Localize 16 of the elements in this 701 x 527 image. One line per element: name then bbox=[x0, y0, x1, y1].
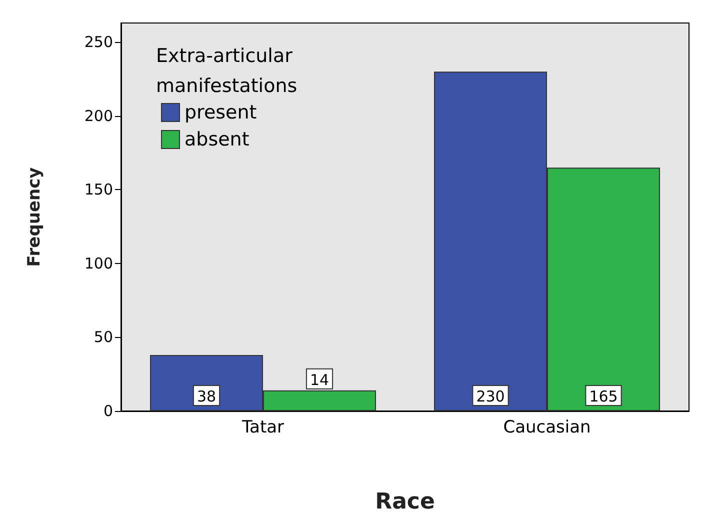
x-tick-label: Tatar bbox=[240, 418, 284, 438]
x-tick-label: Caucasian bbox=[503, 418, 591, 438]
y-tick-label: 100 bbox=[84, 254, 113, 272]
data-label: 165 bbox=[589, 388, 618, 406]
y-axis-title: Frequency bbox=[24, 167, 44, 267]
legend-label: absent bbox=[184, 128, 250, 150]
data-label: 38 bbox=[196, 388, 216, 406]
y-tick-label: 200 bbox=[84, 106, 113, 125]
legend-label: present bbox=[184, 102, 257, 124]
data-label: 230 bbox=[476, 388, 505, 406]
y-tick-label: 0 bbox=[103, 402, 113, 420]
y-tick-label: 250 bbox=[84, 33, 113, 52]
data-label: 14 bbox=[310, 370, 330, 389]
x-axis-title: Race bbox=[375, 490, 435, 514]
y-tick-label: 150 bbox=[84, 180, 113, 199]
y-tick-label: 50 bbox=[94, 328, 113, 346]
